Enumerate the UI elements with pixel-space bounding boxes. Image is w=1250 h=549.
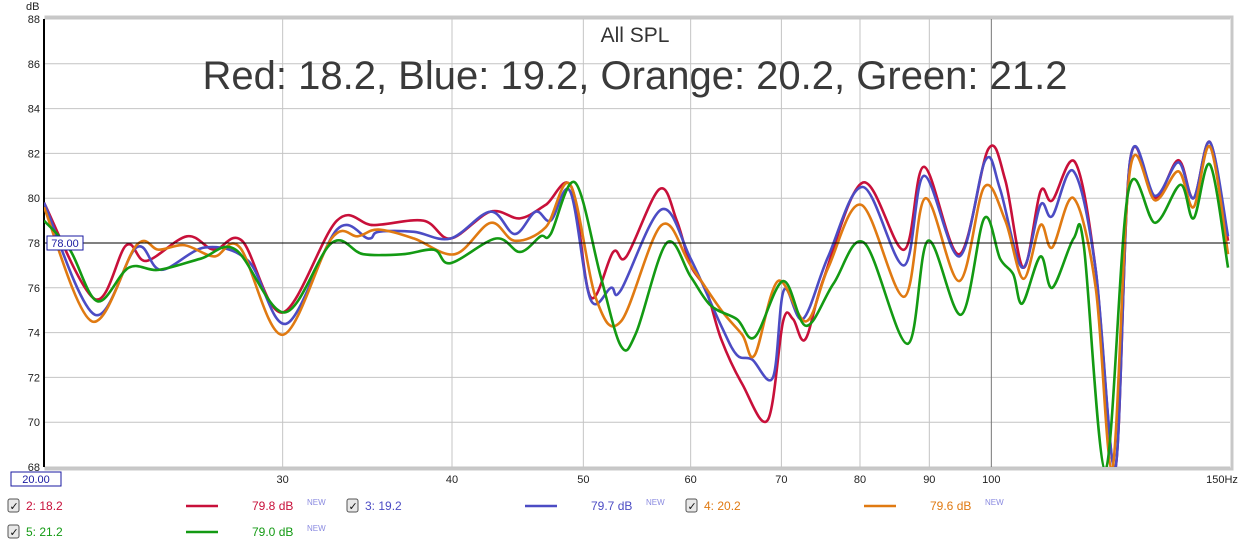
y-tick-label: 80 (28, 193, 40, 205)
x-tick-label: 40 (446, 474, 458, 486)
checkmark-icon: ✓ (688, 501, 697, 513)
legend-checkbox[interactable] (685, 498, 698, 513)
checkmark-icon: ✓ (10, 501, 19, 513)
y-ticks: 68 70 72 74 76 78 80 82 84 86 88 (28, 14, 40, 474)
legend-item: ✓ 4: 20.2 79.6 dB NEW (685, 498, 1004, 513)
x-tick-label: 60 (685, 474, 697, 486)
series-line-4 (44, 162, 1230, 467)
y-tick-label: 82 (28, 148, 40, 160)
svg-text:78.00: 78.00 (51, 238, 79, 250)
legend-checkbox[interactable] (7, 524, 20, 539)
cursor-readout: 78.00 (46, 235, 84, 251)
legend-level: 79.8 dB (252, 499, 293, 513)
x-tick-label: 70 (775, 474, 787, 486)
y-tick-label: 68 (28, 462, 40, 474)
legend-checkbox[interactable] (346, 498, 359, 513)
legend-label: 4: 20.2 (704, 499, 741, 513)
y-tick-label: 70 (28, 417, 40, 429)
x-ticks: 30 40 50 60 70 80 90 100 (277, 474, 1001, 486)
new-badge: NEW (985, 498, 1004, 507)
x-end-label: 150Hz (1206, 474, 1238, 486)
legend-label: 5: 21.2 (26, 525, 63, 539)
y-tick-label: 84 (28, 104, 40, 116)
y-tick-label: 74 (28, 328, 40, 340)
legend-item: ✓ 2: 18.2 79.8 dB NEW (7, 498, 326, 513)
x-start-readout: 20.00 (10, 471, 62, 487)
svg-text:20.00: 20.00 (22, 474, 50, 486)
y-axis-unit: dB (26, 1, 39, 13)
checkmark-icon: ✓ (10, 527, 19, 539)
legend-label: 2: 18.2 (26, 499, 63, 513)
x-tick-label: 50 (577, 474, 589, 486)
y-tick-label: 88 (28, 14, 40, 26)
legend-level: 79.0 dB (252, 525, 293, 539)
series-lines (44, 140, 1230, 467)
x-tick-label: 90 (923, 474, 935, 486)
y-tick-label: 86 (28, 59, 40, 71)
new-badge: NEW (307, 524, 326, 533)
x-tick-label: 80 (854, 474, 866, 486)
legend-level: 79.6 dB (930, 499, 971, 513)
x-tick-label: 100 (982, 474, 1000, 486)
series-line-3 (44, 145, 1230, 467)
new-badge: NEW (646, 498, 665, 507)
legend-label: 3: 19.2 (365, 499, 402, 513)
chart-subtitle: Red: 18.2, Blue: 19.2, Orange: 20.2, Gre… (202, 54, 1067, 98)
legend-item: ✓ 3: 19.2 79.7 dB NEW (346, 498, 665, 513)
checkmark-icon: ✓ (349, 501, 358, 513)
legend-checkbox[interactable] (7, 498, 20, 513)
chart-title: All SPL (601, 24, 670, 47)
legend-item: ✓ 5: 21.2 79.0 dB NEW (7, 524, 326, 539)
x-tick-label: 30 (277, 474, 289, 486)
y-tick-label: 78 (28, 238, 40, 250)
y-tick-label: 76 (28, 283, 40, 295)
legend-level: 79.7 dB (591, 499, 632, 513)
y-tick-label: 72 (28, 372, 40, 384)
legend: ✓ 2: 18.2 79.8 dB NEW ✓ 3: 19.2 79.7 dB NEW ✓ 4: … (7, 498, 1004, 539)
new-badge: NEW (307, 498, 326, 507)
